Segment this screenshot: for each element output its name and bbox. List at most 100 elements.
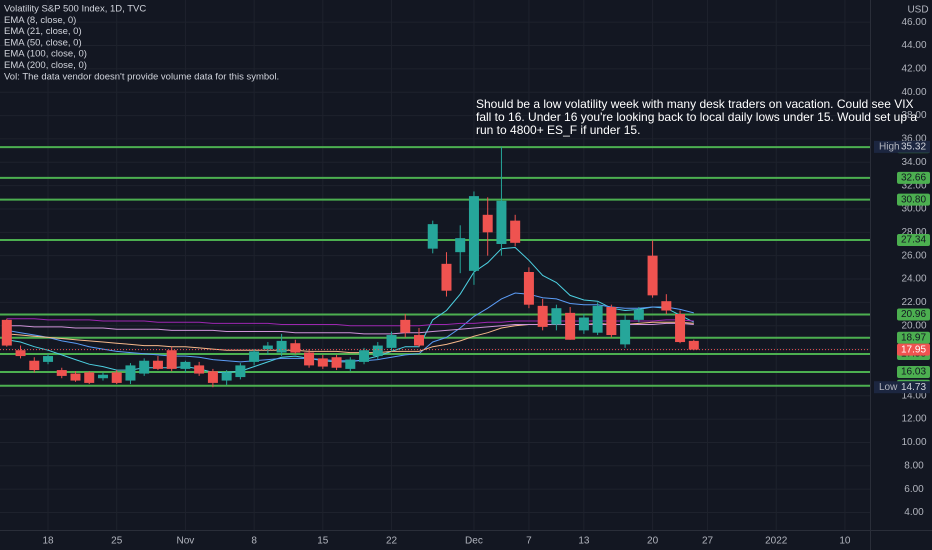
y-tick-label: 20.00 (901, 320, 926, 331)
candle-body (551, 308, 562, 325)
level-label: 32.66 (901, 173, 926, 184)
candle-body (331, 357, 342, 368)
level-label: 27.34 (901, 235, 926, 246)
annotation: run to 4800+ ES_F if under 15. (476, 123, 640, 137)
y-tick-label: 36.00 (901, 134, 926, 145)
candle-body (620, 319, 631, 345)
x-tick-label: 15 (317, 536, 329, 547)
level-label: 18.97 (901, 332, 926, 343)
annotation: Should be a low volatility week with man… (476, 97, 914, 111)
candle-body (125, 365, 136, 381)
candle-body (414, 335, 424, 346)
candle-body (386, 335, 397, 348)
last-price-label: 17.95 (901, 344, 926, 355)
candle-body (675, 314, 686, 343)
candle-body (29, 360, 40, 371)
y-tick-label: 4.00 (904, 507, 924, 518)
candle-body (565, 312, 576, 340)
y-tick-label: 30.00 (901, 204, 926, 215)
x-tick-label: 20 (647, 536, 659, 547)
legend-entry: Vol: The data vendor doesn't provide vol… (4, 71, 279, 82)
level-label: 30.80 (901, 194, 926, 205)
x-tick-label: Nov (177, 536, 195, 547)
candle-body (345, 359, 356, 369)
candle-body (606, 307, 617, 336)
level-label: 20.96 (901, 309, 926, 320)
candle-body (441, 263, 452, 291)
legend-entry: EMA (8, close, 0) (4, 15, 76, 26)
y-tick-label: 10.00 (901, 437, 926, 448)
y-tick-label: 32.00 (901, 180, 926, 191)
candle-body (290, 343, 301, 353)
candle-body (400, 319, 411, 333)
candle-body (221, 372, 232, 381)
candle-body (523, 272, 534, 305)
x-tick-label: 2022 (765, 536, 788, 547)
legend-entry: Volatility S&P 500 Index, 1D, TVC (4, 4, 146, 15)
candle-body (207, 371, 218, 383)
y-tick-label: 34.00 (901, 157, 926, 168)
candle-body (510, 220, 521, 243)
candle-body (688, 340, 699, 350)
candle-body (1, 319, 12, 346)
x-tick-label: 18 (42, 536, 54, 547)
marker-value: 35.32 (901, 141, 926, 152)
candle-body (455, 238, 466, 253)
candle-body (276, 340, 287, 353)
y-tick-label: 38.00 (901, 110, 926, 121)
candle-body (359, 350, 370, 362)
level-label: 16.03 (901, 367, 926, 378)
x-tick-label: Dec (465, 536, 483, 547)
y-tick-label: 42.00 (901, 64, 926, 75)
x-tick-label: 10 (839, 536, 851, 547)
candle-body (111, 372, 122, 383)
candle-body (84, 372, 95, 383)
candle-body (166, 350, 177, 369)
currency: USD (907, 5, 928, 16)
level-label-box (897, 171, 930, 184)
candle-body (468, 196, 479, 271)
candle-body (537, 305, 548, 327)
level-label-box (897, 308, 930, 321)
candle-body (15, 350, 26, 357)
y-tick-label: 6.00 (904, 484, 924, 495)
candle-body (578, 317, 589, 331)
candle-body (139, 360, 150, 374)
marker-value: 14.73 (901, 382, 926, 393)
marker-box (874, 140, 930, 153)
level-label-box (897, 366, 930, 379)
candle-body (249, 351, 260, 362)
last-price-box (897, 343, 930, 356)
candle-body (661, 301, 672, 311)
candle-body (262, 345, 273, 350)
candle-body (304, 352, 315, 366)
x-tick-label: 25 (111, 536, 123, 547)
candle-body (633, 309, 644, 320)
candle-body (372, 345, 383, 357)
y-tick-label: 44.00 (901, 40, 926, 51)
legend-entry: EMA (200, close, 0) (4, 60, 87, 71)
legend-entry: EMA (21, close, 0) (4, 26, 82, 37)
marker-text: High (879, 141, 900, 152)
level-label-box (897, 193, 930, 206)
y-tick-label: 24.00 (901, 274, 926, 285)
x-tick-label: 7 (526, 536, 532, 547)
y-tick-label: 46.00 (901, 17, 926, 28)
candle-body (427, 224, 438, 249)
candle-body (482, 214, 493, 233)
y-tick-label: 28.00 (901, 227, 926, 238)
x-tick-label: 13 (578, 536, 590, 547)
legend-entry: EMA (100, close, 0) (4, 49, 87, 60)
candle-body (43, 356, 54, 362)
candle-body (647, 255, 658, 296)
candle-body (317, 358, 328, 367)
candle-body (194, 365, 205, 374)
legend-entry: EMA (50, close, 0) (4, 37, 82, 48)
candle-body (180, 361, 191, 369)
x-tick-label: 22 (386, 536, 398, 547)
candle-body (70, 373, 81, 381)
candle-body (496, 200, 507, 244)
candle-body (97, 374, 108, 379)
